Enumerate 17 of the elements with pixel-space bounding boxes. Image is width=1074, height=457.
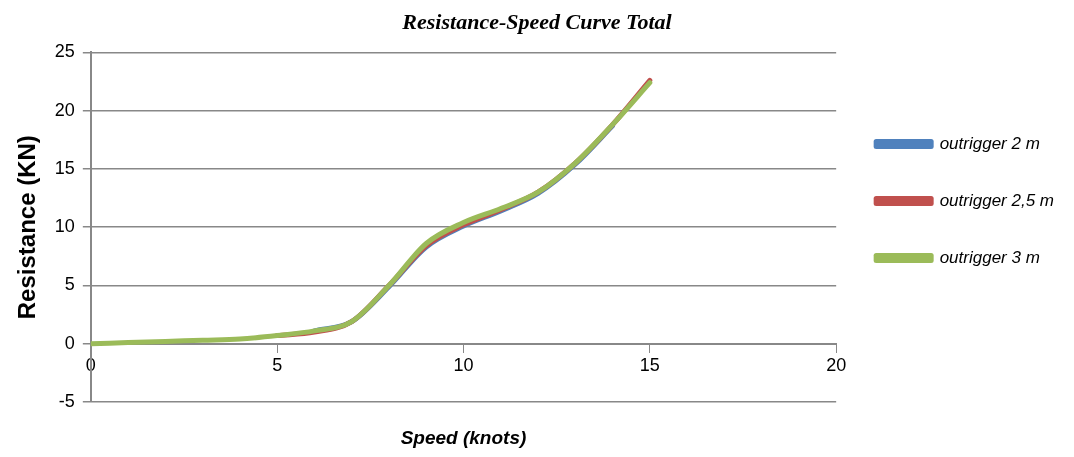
- y-axis-title: Resistance (KN): [13, 135, 41, 320]
- chart-title: Resistance-Speed Curve Total: [401, 8, 673, 34]
- x-tick-label: 5: [272, 354, 283, 375]
- x-tick-label: 20: [826, 354, 847, 375]
- legend-label: outrigger 2,5 m: [939, 190, 1055, 210]
- y-tick-label: 5: [64, 274, 75, 295]
- x-tick-label: 10: [453, 354, 474, 375]
- y-tick-label: 0: [64, 332, 75, 353]
- x-tick-label: 15: [639, 354, 660, 375]
- y-tick-label: 20: [54, 99, 75, 120]
- x-axis-title: Speed (knots): [400, 427, 527, 449]
- legend-label: outrigger 3 m: [939, 247, 1040, 267]
- y-tick-label: -5: [58, 390, 75, 411]
- legend-label: outrigger 2 m: [939, 133, 1040, 153]
- y-tick-label: 25: [54, 41, 75, 62]
- y-tick-label: 10: [54, 216, 75, 237]
- y-tick-label: 15: [54, 157, 75, 178]
